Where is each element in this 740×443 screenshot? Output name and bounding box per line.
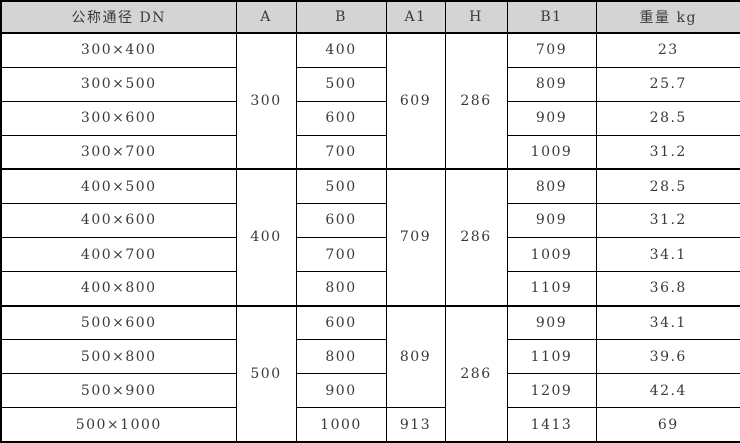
table-cell: 300×400 [0, 31, 237, 68]
table-row: 300×400 300 400 609 286 709 23 [0, 31, 740, 170]
table-cell: 500×900 [0, 373, 237, 409]
table-cell: 34.1 [595, 304, 740, 341]
table-cell: 600 [295, 304, 387, 341]
table-cell: 286 [444, 168, 508, 307]
table-cell: 31.2 [595, 202, 740, 238]
table-cell: 400 [235, 168, 297, 307]
table-cell: 400×700 [0, 236, 237, 273]
table-cell: 286 [444, 31, 508, 170]
header-cell: H [444, 0, 508, 34]
table-cell: 609 [385, 31, 446, 170]
table-cell: 909 [506, 202, 597, 238]
table-cell: 39.6 [595, 339, 740, 375]
table-row: 400×700 700 1009 34.1 [0, 236, 740, 273]
table-cell: 700 [295, 134, 387, 170]
table-cell: 300×600 [0, 100, 237, 136]
header-cell: 重量 kg [595, 0, 740, 34]
table-cell: 1009 [506, 134, 597, 170]
table-cell: 400×500 [0, 168, 237, 204]
table-cell: 1413 [506, 407, 597, 443]
table-cell: 300×500 [0, 66, 237, 102]
table-cell: 709 [385, 168, 446, 307]
table-cell: 913 [385, 407, 446, 443]
table-row: 500×600 500 600 809 286 909 34.1 [0, 304, 740, 443]
table-cell: 1009 [506, 236, 597, 273]
table-cell: 909 [506, 304, 597, 341]
table-cell: 600 [295, 100, 387, 136]
table-cell: 800 [295, 271, 387, 307]
table-cell: 1209 [506, 373, 597, 409]
table-cell: 1109 [506, 339, 597, 375]
table-row: 300×500 500 809 25.7 [0, 66, 740, 102]
table-cell: 400 [295, 31, 387, 68]
table-cell: 1000 [295, 407, 387, 443]
header-row: 公称通径 DN A B A1 H B1 重量 kg [0, 0, 740, 34]
header-cell: B [295, 0, 387, 34]
table-cell: 500 [235, 304, 297, 443]
table-cell: 709 [506, 31, 597, 68]
table-row: 500×1000 1000 913 1413 69 [0, 407, 740, 443]
table-cell: 500 [295, 168, 387, 204]
table-cell: 800 [295, 339, 387, 375]
table-cell: 28.5 [595, 168, 740, 204]
table-row: 400×800 800 1109 36.8 [0, 271, 740, 307]
table-cell: 28.5 [595, 100, 740, 136]
table-row: 300×700 700 1009 31.2 [0, 134, 740, 170]
table-cell: 500×600 [0, 304, 237, 341]
table-cell: 300 [235, 31, 297, 170]
table-row: 500×900 900 1209 42.4 [0, 373, 740, 409]
table-row: 500×800 800 1109 39.6 [0, 339, 740, 375]
table-cell: 500×1000 [0, 407, 237, 443]
table-header: 公称通径 DN A B A1 H B1 重量 kg [0, 0, 740, 34]
header-cell: A [235, 0, 297, 34]
header-cell: 公称通径 DN [0, 0, 237, 34]
header-cell: B1 [506, 0, 597, 34]
table-cell: 25.7 [595, 66, 740, 102]
table-cell: 69 [595, 407, 740, 443]
table-cell: 400×600 [0, 202, 237, 238]
table-cell: 42.4 [595, 373, 740, 409]
table-cell: 34.1 [595, 236, 740, 273]
table-cell: 400×800 [0, 271, 237, 307]
table-row: 400×500 400 500 709 286 809 28.5 [0, 168, 740, 307]
table-cell: 809 [385, 304, 446, 409]
table-cell: 700 [295, 236, 387, 273]
header-cell: A1 [385, 0, 446, 34]
table-row: 300×600 600 909 28.5 [0, 100, 740, 136]
table-cell: 500×800 [0, 339, 237, 375]
table-cell: 286 [444, 304, 508, 443]
table-cell: 809 [506, 66, 597, 102]
table-cell: 809 [506, 168, 597, 204]
table-cell: 23 [595, 31, 740, 68]
table-cell: 600 [295, 202, 387, 238]
table-row: 400×600 600 909 31.2 [0, 202, 740, 238]
table-cell: 900 [295, 373, 387, 409]
table-cell: 31.2 [595, 134, 740, 170]
table-cell: 500 [295, 66, 387, 102]
table-cell: 36.8 [595, 271, 740, 307]
table-cell: 1109 [506, 271, 597, 307]
table-cell: 909 [506, 100, 597, 136]
table-body: 300×400 300 400 609 286 709 23 300×500 500 809 25.… [0, 31, 740, 443]
table-cell: 300×700 [0, 134, 237, 170]
